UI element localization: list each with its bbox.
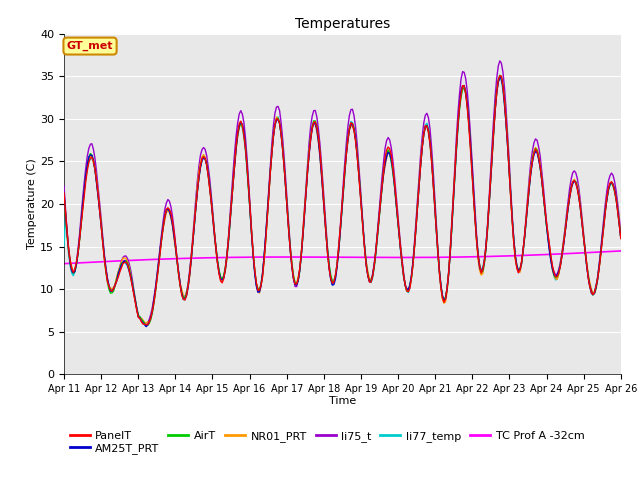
Y-axis label: Temperature (C): Temperature (C) — [28, 158, 37, 250]
X-axis label: Time: Time — [329, 396, 356, 406]
Legend: PanelT, AM25T_PRT, AirT, NR01_PRT, li75_t, li77_temp, TC Prof A -32cm: PanelT, AM25T_PRT, AirT, NR01_PRT, li75_… — [70, 431, 584, 454]
Text: GT_met: GT_met — [67, 41, 113, 51]
Title: Temperatures: Temperatures — [295, 17, 390, 31]
